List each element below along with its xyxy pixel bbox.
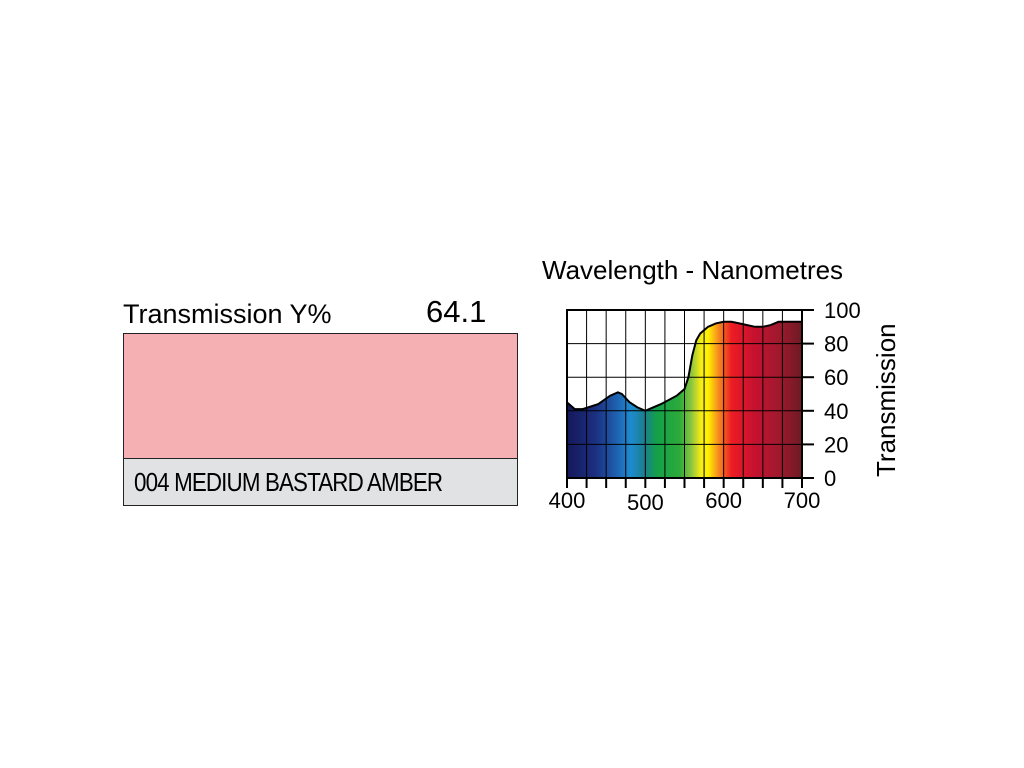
y-tick-label: 100 xyxy=(824,298,861,323)
x-tick-label: 400 xyxy=(549,488,586,513)
y-tick-label: 20 xyxy=(824,432,848,457)
x-tick-label: 500 xyxy=(627,490,664,515)
y-tick-label: 60 xyxy=(824,365,848,390)
y-tick-label: 40 xyxy=(824,399,848,424)
transmission-value: 64.1 xyxy=(426,294,487,329)
color-swatch xyxy=(124,334,517,459)
x-tick-label: 700 xyxy=(784,488,821,513)
filter-name-bar: 004 MEDIUM BASTARD AMBER xyxy=(124,459,517,505)
filter-name: 004 MEDIUM BASTARD AMBER xyxy=(134,467,443,497)
y-tick-label: 0 xyxy=(824,466,836,491)
y-axis-label: Transmission xyxy=(871,323,901,477)
chart-title: Wavelength - Nanometres xyxy=(542,255,843,285)
y-tick-label: 80 xyxy=(824,332,848,357)
transmission-label: Transmission Y% xyxy=(123,299,332,329)
x-tick-label: 600 xyxy=(705,488,742,513)
filter-swatch-card: 004 MEDIUM BASTARD AMBER xyxy=(123,333,518,506)
transmission-curve xyxy=(566,320,802,412)
